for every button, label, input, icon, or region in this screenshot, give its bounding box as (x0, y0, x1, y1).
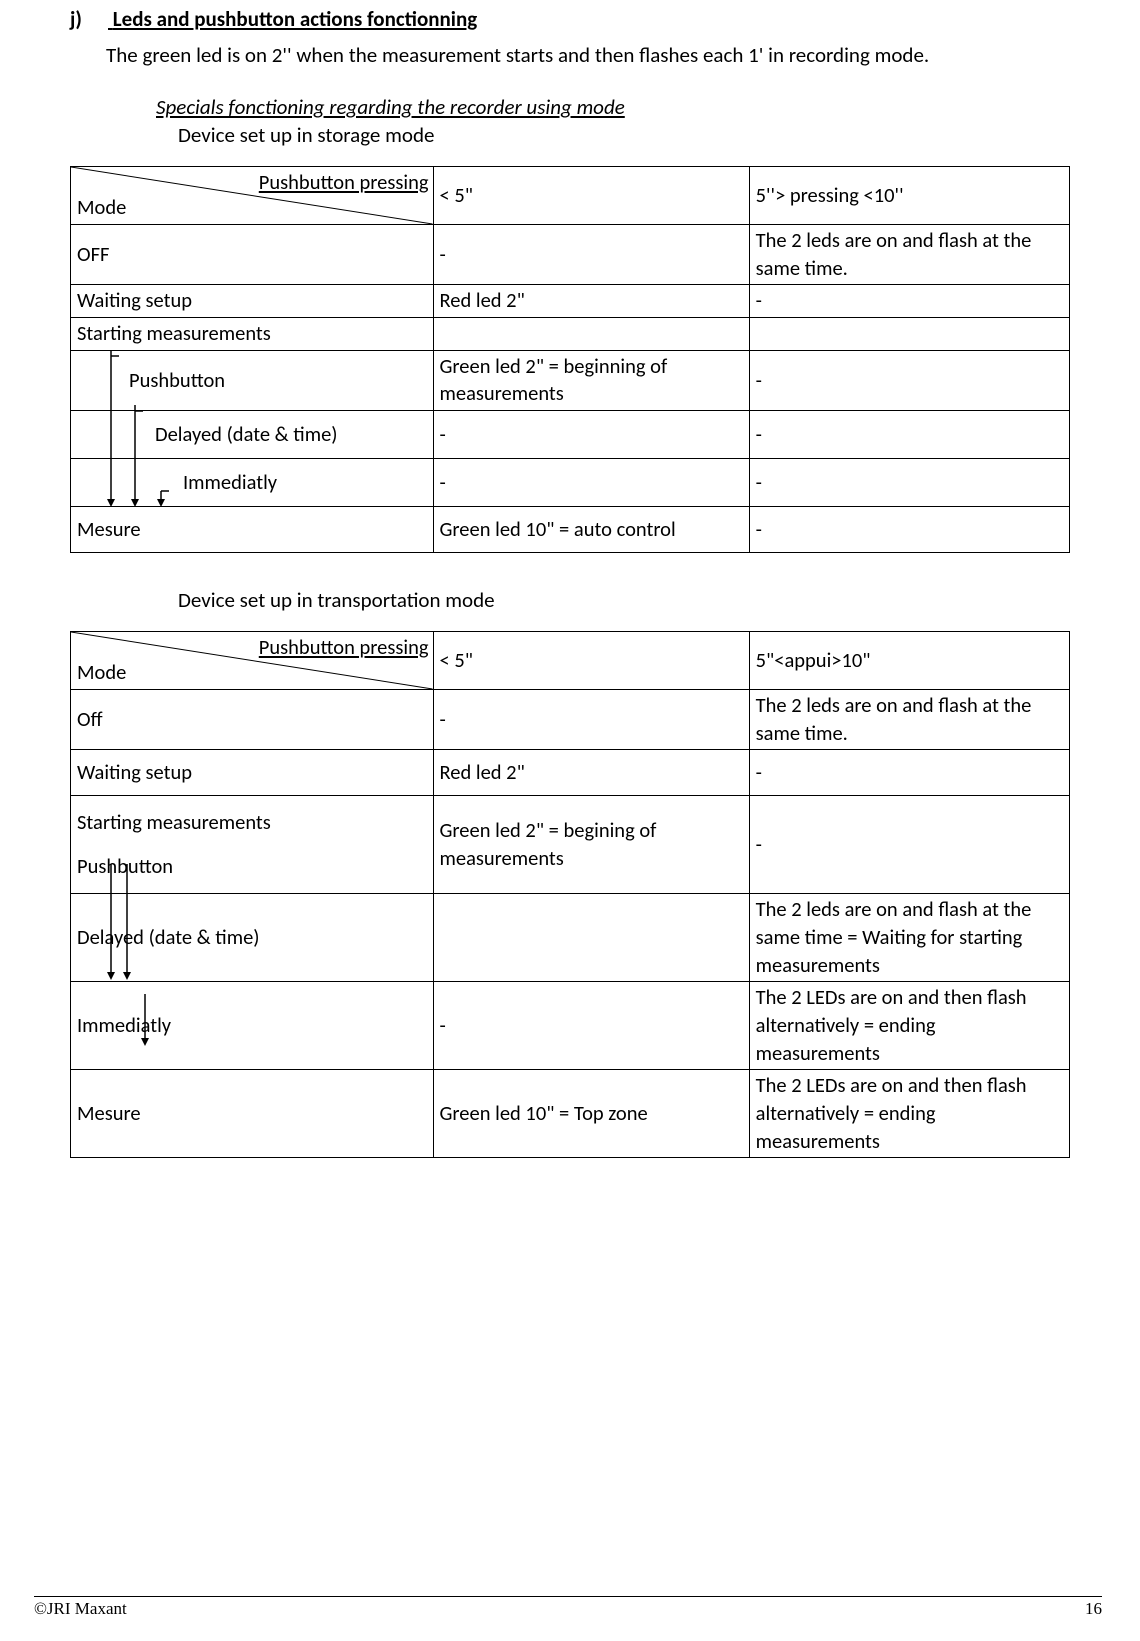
c3-cell: The 2 LEDs are on and then flash alterna… (749, 982, 1069, 1070)
c2-cell: - (433, 982, 749, 1070)
footer-page-number: 16 (1085, 1599, 1102, 1619)
header-mode: Mode (77, 194, 126, 222)
c2-cell: Green led 2" = begining of measurements (433, 796, 749, 894)
mode-cell: Immediatly (71, 459, 434, 507)
c2-cell: Red led 2" (433, 750, 749, 796)
table-row: Immediatly - - (71, 459, 1070, 507)
table-row: Waiting setup Red led 2" - (71, 750, 1070, 796)
mode-cell: Mesure (71, 1070, 434, 1158)
mode-label-a: Starting measurements (77, 809, 427, 837)
c2-cell (433, 318, 749, 351)
c3-cell: The 2 leds are on and flash at the same … (749, 690, 1069, 750)
transport-mode-table: Pushbutton pressing Mode < 5" 5"<appui>1… (70, 631, 1070, 1158)
mode-cell: Starting measurements (71, 318, 434, 351)
mode-cell: Waiting setup (71, 285, 434, 318)
table-header-row: Pushbutton pressing Mode < 5" 5''> press… (71, 167, 1070, 225)
header-lt5: < 5" (433, 632, 749, 690)
c3-cell: The 2 leds are on and flash at the same … (749, 225, 1069, 285)
mode-label: Delayed (date & time) (77, 421, 338, 449)
c2-cell: - (433, 459, 749, 507)
section-heading: j) Leds and pushbutton actions fonctionn… (70, 6, 1070, 32)
mode-cell: Delayed (date & time) (71, 894, 434, 982)
mode-label: Pushbutton (77, 367, 225, 395)
mode-label-b: Pushbutton (77, 853, 427, 881)
subheading: Specials fonctioning regarding the recor… (156, 94, 1070, 120)
table-row: Starting measurements (71, 318, 1070, 351)
mode-cell: Waiting setup (71, 750, 434, 796)
mode-cell: Pushbutton (71, 350, 434, 410)
header-5to10: 5''> pressing <10'' (749, 167, 1069, 225)
section-title: Leds and pushbutton actions fonctionning (113, 6, 477, 32)
header-pushbutton-pressing: Pushbutton pressing (259, 169, 429, 197)
c2-cell: Green led 2" = beginning of measurements (433, 350, 749, 410)
table-row: Pushbutton Green led 2" = beginning of m… (71, 350, 1070, 410)
table-header-row: Pushbutton pressing Mode < 5" 5"<appui>1… (71, 632, 1070, 690)
footer-left: ©JRI Maxant (34, 1599, 127, 1619)
c2-cell: Green led 10" = Top zone (433, 1070, 749, 1158)
table-row: Delayed (date & time) The 2 leds are on … (71, 894, 1070, 982)
device-storage-line: Device set up in storage mode (178, 122, 1070, 148)
c3-cell: - (749, 796, 1069, 894)
table-row: OFF - The 2 leds are on and flash at the… (71, 225, 1070, 285)
c2-cell (433, 894, 749, 982)
header-lt5: < 5" (433, 167, 749, 225)
header-5to10: 5"<appui>10" (749, 632, 1069, 690)
mode-cell: Delayed (date & time) (71, 411, 434, 459)
mode-cell: OFF (71, 225, 434, 285)
c2-cell: - (433, 411, 749, 459)
c2-cell: - (433, 690, 749, 750)
c3-cell: - (749, 459, 1069, 507)
c3-cell: - (749, 285, 1069, 318)
table-row: Waiting setup Red led 2" - (71, 285, 1070, 318)
mode-label: Immediatly (77, 469, 277, 497)
c2-cell: Green led 10" = auto control (433, 507, 749, 553)
storage-mode-table: Pushbutton pressing Mode < 5" 5''> press… (70, 166, 1070, 553)
mode-cell: Off (71, 690, 434, 750)
mode-cell: Mesure (71, 507, 434, 553)
c3-cell (749, 318, 1069, 351)
table-row: Immediatly - The 2 LEDs are on and then … (71, 982, 1070, 1070)
header-mode: Mode (77, 659, 126, 687)
c3-cell: - (749, 507, 1069, 553)
c3-cell: - (749, 411, 1069, 459)
c3-cell: - (749, 750, 1069, 796)
page-footer: ©JRI Maxant 16 (34, 1596, 1102, 1619)
diagonal-header-cell: Pushbutton pressing Mode (71, 167, 434, 225)
header-pushbutton-pressing: Pushbutton pressing (259, 634, 429, 662)
mode-cell: Immediatly (71, 982, 434, 1070)
table-row: Delayed (date & time) - - (71, 411, 1070, 459)
mode-cell: Starting measurements Pushbutton (71, 796, 434, 894)
table-row: Off - The 2 leds are on and flash at the… (71, 690, 1070, 750)
section-letter: j) (70, 6, 108, 32)
c2-cell: - (433, 225, 749, 285)
c3-cell: - (749, 350, 1069, 410)
table-row: Starting measurements Pushbutton Green l… (71, 796, 1070, 894)
diagonal-header-cell: Pushbutton pressing Mode (71, 632, 434, 690)
c3-cell: The 2 leds are on and flash at the same … (749, 894, 1069, 982)
c3-cell: The 2 LEDs are on and then flash alterna… (749, 1070, 1069, 1158)
table-row: Mesure Green led 10" = Top zone The 2 LE… (71, 1070, 1070, 1158)
c2-cell: Red led 2" (433, 285, 749, 318)
intro-text: The green led is on 2'' when the measure… (106, 42, 1070, 68)
device-transport-line: Device set up in transportation mode (178, 587, 1070, 613)
table-row: Mesure Green led 10" = auto control - (71, 507, 1070, 553)
